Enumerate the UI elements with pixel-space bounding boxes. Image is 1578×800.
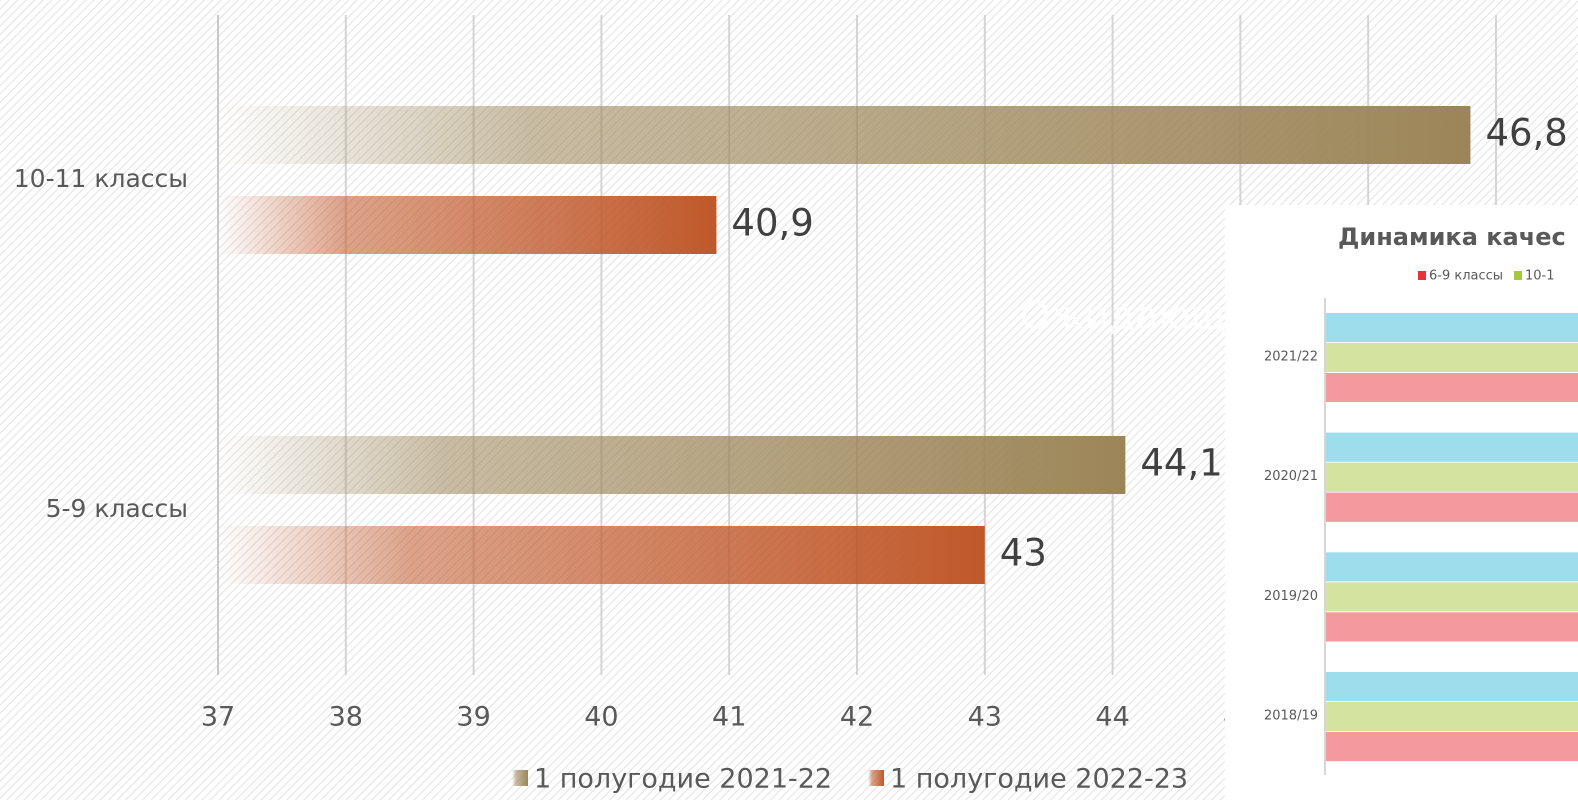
legend-label: 1 полугодие 2021-22 (534, 764, 832, 795)
overlay-bar-stripes (1326, 462, 1578, 492)
overlay-bar-stripes (1326, 732, 1578, 762)
bar (218, 526, 985, 584)
overlay-bar-stripes (1326, 313, 1578, 342)
overlay-bar-stripes (1326, 582, 1578, 612)
overlay-legend-label: 10-1 (1525, 269, 1555, 284)
overlay-bar-stripes (1326, 612, 1578, 642)
x-tick-label: 42 (840, 702, 874, 733)
value-label: 40,9 (731, 202, 813, 245)
legend-swatch (868, 770, 884, 786)
overlay-caption: Ожидающ (1020, 294, 1226, 338)
legend-swatch (512, 770, 528, 786)
overlay-category: 2021/22 (1264, 350, 1318, 365)
overlay-bar-stripes (1326, 672, 1578, 702)
y-tick-label: 5-9 классы (46, 494, 188, 523)
bar (218, 106, 1471, 164)
y-tick-label: 10-11 классы (14, 164, 188, 193)
overlay-bar-stripes (1326, 373, 1578, 402)
bar (218, 196, 717, 254)
overlay-legend-label: 6-9 классы (1429, 269, 1503, 284)
x-tick-label: 44 (1095, 702, 1129, 733)
overlay-bar-stripes (1326, 702, 1578, 732)
x-tick-label: 40 (584, 702, 618, 733)
overlay-category: 2019/20 (1264, 589, 1318, 604)
overlay-legend-swatch (1514, 271, 1522, 280)
value-label: 44,1 (1140, 442, 1222, 485)
overlay-bar-stripes (1326, 432, 1578, 462)
overlay-bar-stripes (1326, 492, 1578, 522)
x-tick-label: 39 (456, 702, 490, 733)
value-label: 43 (1000, 532, 1047, 575)
overlay-bar-stripes (1326, 552, 1578, 582)
x-tick-label: 41 (712, 702, 746, 733)
legend-label: 1 полугодие 2022-23 (890, 764, 1188, 795)
bar (218, 436, 1126, 494)
x-tick-label: 38 (329, 702, 363, 733)
x-tick-label: 37 (201, 702, 235, 733)
overlay-bar-stripes (1326, 343, 1578, 372)
overlay-category: 2018/19 (1264, 709, 1318, 724)
overlay-category: 2020/21 (1264, 469, 1318, 484)
x-tick-label: 43 (968, 702, 1002, 733)
value-label: 46,8 (1485, 112, 1567, 155)
overlay-legend-swatch (1418, 271, 1426, 280)
overlay-title: Динамика качес (1338, 223, 1566, 251)
